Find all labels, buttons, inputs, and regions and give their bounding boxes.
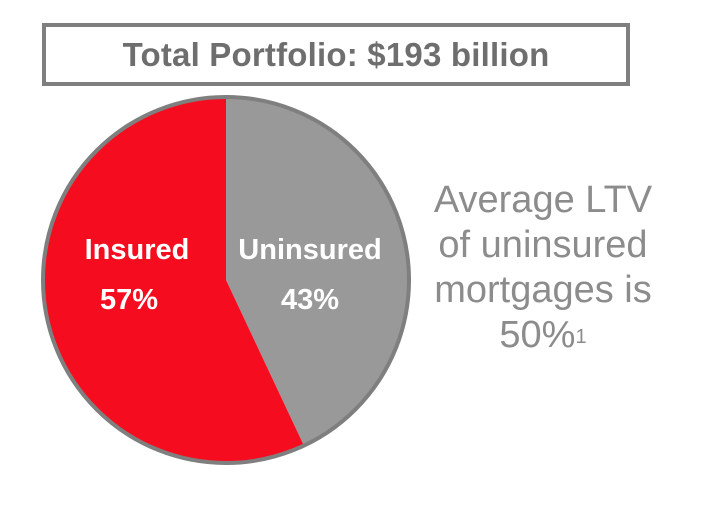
annotation-line-1: Average LTV <box>433 179 653 221</box>
footnote-marker: 1 <box>575 326 587 348</box>
pie-slice-insured <box>42 97 304 463</box>
annotation-line-2: of uninsured <box>438 224 648 266</box>
chart-title: Total Portfolio: $193 billion <box>122 35 550 73</box>
annotation-line-3: mortgages is <box>434 269 652 311</box>
pie-slice-uninsured <box>226 97 409 446</box>
annotation-line-4: 50%1 <box>418 313 668 358</box>
uninsured-label: Uninsured <box>238 234 381 266</box>
ltv-annotation: Average LTV of uninsured mortgages is 50… <box>418 178 668 358</box>
pie-border <box>41 95 411 465</box>
uninsured-value-label: 43% <box>281 284 339 316</box>
pie-slices <box>42 97 409 463</box>
insured-label: Insured <box>85 234 190 266</box>
annotation-value: 50% <box>499 314 576 356</box>
insured-value-label: 57% <box>100 284 158 316</box>
chart-title-box: Total Portfolio: $193 billion <box>42 23 630 86</box>
